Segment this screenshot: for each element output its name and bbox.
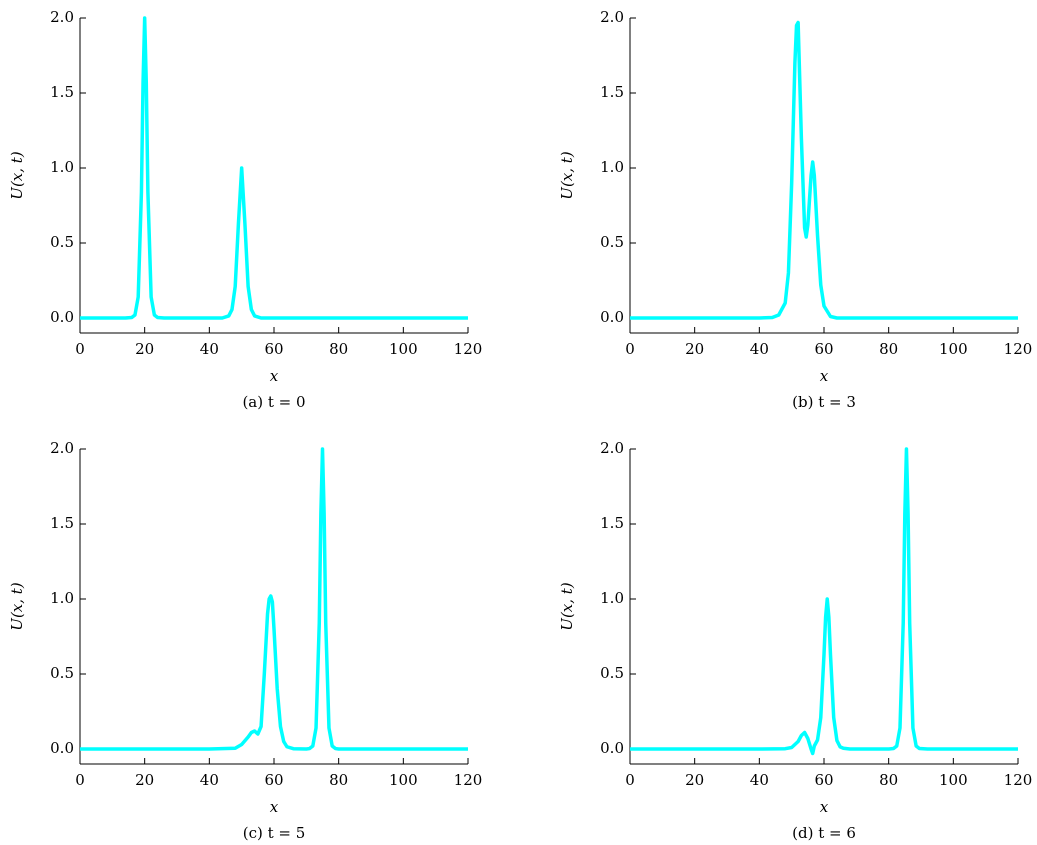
y-tick-label: 0.5 (600, 233, 624, 251)
y-tick-label: 1.0 (600, 158, 624, 176)
y-axis-label: U(x, t) (8, 582, 26, 631)
x-tick-label: 120 (1004, 771, 1033, 789)
x-axis-label: x (270, 367, 279, 385)
x-tick-label: 60 (264, 771, 283, 789)
y-tick-label: 2.0 (600, 8, 624, 26)
x-tick-label: 60 (814, 340, 833, 358)
y-tick-label: 1.0 (50, 158, 74, 176)
x-tick-label: 40 (200, 771, 219, 789)
x-tick-label: 100 (389, 771, 418, 789)
y-tick-label: 1.5 (600, 514, 624, 532)
data-line (80, 16, 468, 320)
x-tick-label: 120 (454, 340, 483, 358)
x-tick-label: 100 (389, 340, 418, 358)
x-tick-label: 40 (750, 340, 769, 358)
y-axis-label: U(x, t) (558, 582, 576, 631)
y-tick-label: 1.0 (50, 589, 74, 607)
y-axis-label: U(x, t) (8, 151, 26, 200)
x-tick-label: 120 (454, 771, 483, 789)
caption: (d) t = 6 (792, 824, 856, 842)
x-tick-label: 80 (879, 340, 898, 358)
y-tick-label: 1.5 (600, 83, 624, 101)
data-line (630, 20, 1018, 320)
x-tick-label: 0 (625, 771, 635, 789)
x-axis-label: x (820, 367, 829, 385)
caption: (b) t = 3 (792, 393, 856, 411)
data-line (80, 447, 468, 751)
y-tick-label: 0.5 (600, 664, 624, 682)
x-tick-label: 120 (1004, 340, 1033, 358)
y-tick-label: 0.0 (50, 308, 74, 326)
y-tick-label: 2.0 (600, 439, 624, 457)
x-tick-label: 20 (135, 340, 154, 358)
x-tick-label: 40 (200, 340, 219, 358)
y-axis-label: U(x, t) (558, 151, 576, 200)
caption: (c) t = 5 (243, 824, 306, 842)
x-tick-label: 20 (685, 771, 704, 789)
y-tick-label: 0.0 (600, 739, 624, 757)
x-tick-label: 20 (135, 771, 154, 789)
y-tick-label: 2.0 (50, 8, 74, 26)
x-tick-label: 80 (879, 771, 898, 789)
y-tick-label: 1.0 (600, 589, 624, 607)
y-tick-label: 2.0 (50, 439, 74, 457)
y-tick-label: 0.0 (50, 739, 74, 757)
x-tick-label: 40 (750, 771, 769, 789)
x-tick-label: 20 (685, 340, 704, 358)
y-tick-label: 1.5 (50, 514, 74, 532)
x-tick-label: 100 (939, 771, 968, 789)
x-tick-label: 80 (329, 340, 348, 358)
caption: (a) t = 0 (242, 393, 305, 411)
x-tick-label: 60 (264, 340, 283, 358)
y-tick-label: 0.5 (50, 233, 74, 251)
x-tick-label: 0 (75, 771, 85, 789)
y-tick-label: 0.5 (50, 664, 74, 682)
data-line (630, 447, 1018, 756)
y-tick-label: 0.0 (600, 308, 624, 326)
y-tick-label: 1.5 (50, 83, 74, 101)
x-tick-label: 80 (329, 771, 348, 789)
x-tick-label: 100 (939, 340, 968, 358)
x-tick-label: 0 (75, 340, 85, 358)
x-axis-label: x (270, 798, 279, 816)
x-tick-label: 0 (625, 340, 635, 358)
x-axis-label: x (820, 798, 829, 816)
x-tick-label: 60 (814, 771, 833, 789)
